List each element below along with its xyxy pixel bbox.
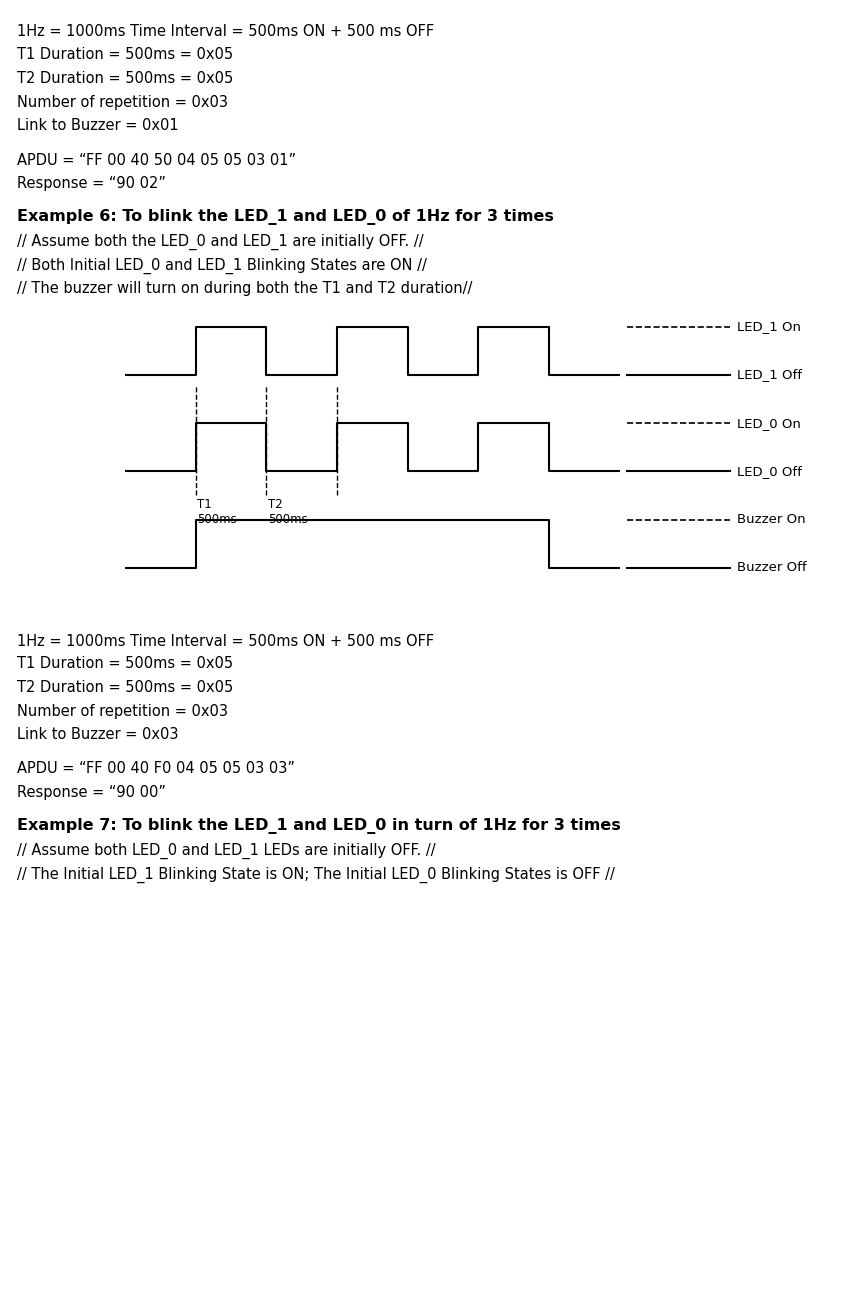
Text: // Both Initial LED_0 and LED_1 Blinking States are ON //: // Both Initial LED_0 and LED_1 Blinking…	[17, 258, 427, 274]
Text: Number of repetition = 0x03: Number of repetition = 0x03	[17, 704, 228, 718]
Text: // Assume both the LED_0 and LED_1 are initially OFF. //: // Assume both the LED_0 and LED_1 are i…	[17, 234, 424, 250]
Text: T1
500ms: T1 500ms	[197, 498, 237, 526]
Text: Number of repetition = 0x03: Number of repetition = 0x03	[17, 95, 228, 109]
Text: Response = “90 02”: Response = “90 02”	[17, 176, 166, 191]
Text: LED_0 Off: LED_0 Off	[737, 466, 802, 477]
Text: Response = “90 00”: Response = “90 00”	[17, 785, 166, 800]
Text: // The Initial LED_1 Blinking State is ON; The Initial LED_0 Blinking States is : // The Initial LED_1 Blinking State is O…	[17, 867, 615, 882]
Text: LED_0 On: LED_0 On	[737, 417, 801, 430]
Text: 1Hz = 1000ms Time Interval = 500ms ON + 500 ms OFF: 1Hz = 1000ms Time Interval = 500ms ON + …	[17, 634, 434, 648]
Text: T2 Duration = 500ms = 0x05: T2 Duration = 500ms = 0x05	[17, 71, 233, 85]
Text: Example 7: To blink the LED_1 and LED_0 in turn of 1Hz for 3 times: Example 7: To blink the LED_1 and LED_0 …	[17, 818, 621, 834]
Text: Link to Buzzer = 0x03: Link to Buzzer = 0x03	[17, 727, 179, 742]
Text: T1 Duration = 500ms = 0x05: T1 Duration = 500ms = 0x05	[17, 47, 233, 62]
Text: // Assume both LED_0 and LED_1 LEDs are initially OFF. //: // Assume both LED_0 and LED_1 LEDs are …	[17, 843, 436, 859]
Text: APDU = “FF 00 40 F0 04 05 05 03 03”: APDU = “FF 00 40 F0 04 05 05 03 03”	[17, 761, 295, 776]
Text: T1 Duration = 500ms = 0x05: T1 Duration = 500ms = 0x05	[17, 656, 233, 671]
Text: T2 Duration = 500ms = 0x05: T2 Duration = 500ms = 0x05	[17, 680, 233, 694]
Text: T2
500ms: T2 500ms	[268, 498, 307, 526]
Text: // The buzzer will turn on during both the T1 and T2 duration//: // The buzzer will turn on during both t…	[17, 281, 473, 296]
Text: 1Hz = 1000ms Time Interval = 500ms ON + 500 ms OFF: 1Hz = 1000ms Time Interval = 500ms ON + …	[17, 24, 434, 38]
Text: Link to Buzzer = 0x01: Link to Buzzer = 0x01	[17, 118, 179, 133]
Text: LED_1 On: LED_1 On	[737, 321, 801, 333]
Text: LED_1 Off: LED_1 Off	[737, 368, 802, 381]
Text: Buzzer Off: Buzzer Off	[737, 562, 807, 575]
Text: Example 6: To blink the LED_1 and LED_0 of 1Hz for 3 times: Example 6: To blink the LED_1 and LED_0 …	[17, 209, 554, 225]
Text: Buzzer On: Buzzer On	[737, 513, 806, 526]
Text: APDU = “FF 00 40 50 04 05 05 03 01”: APDU = “FF 00 40 50 04 05 05 03 01”	[17, 153, 296, 167]
